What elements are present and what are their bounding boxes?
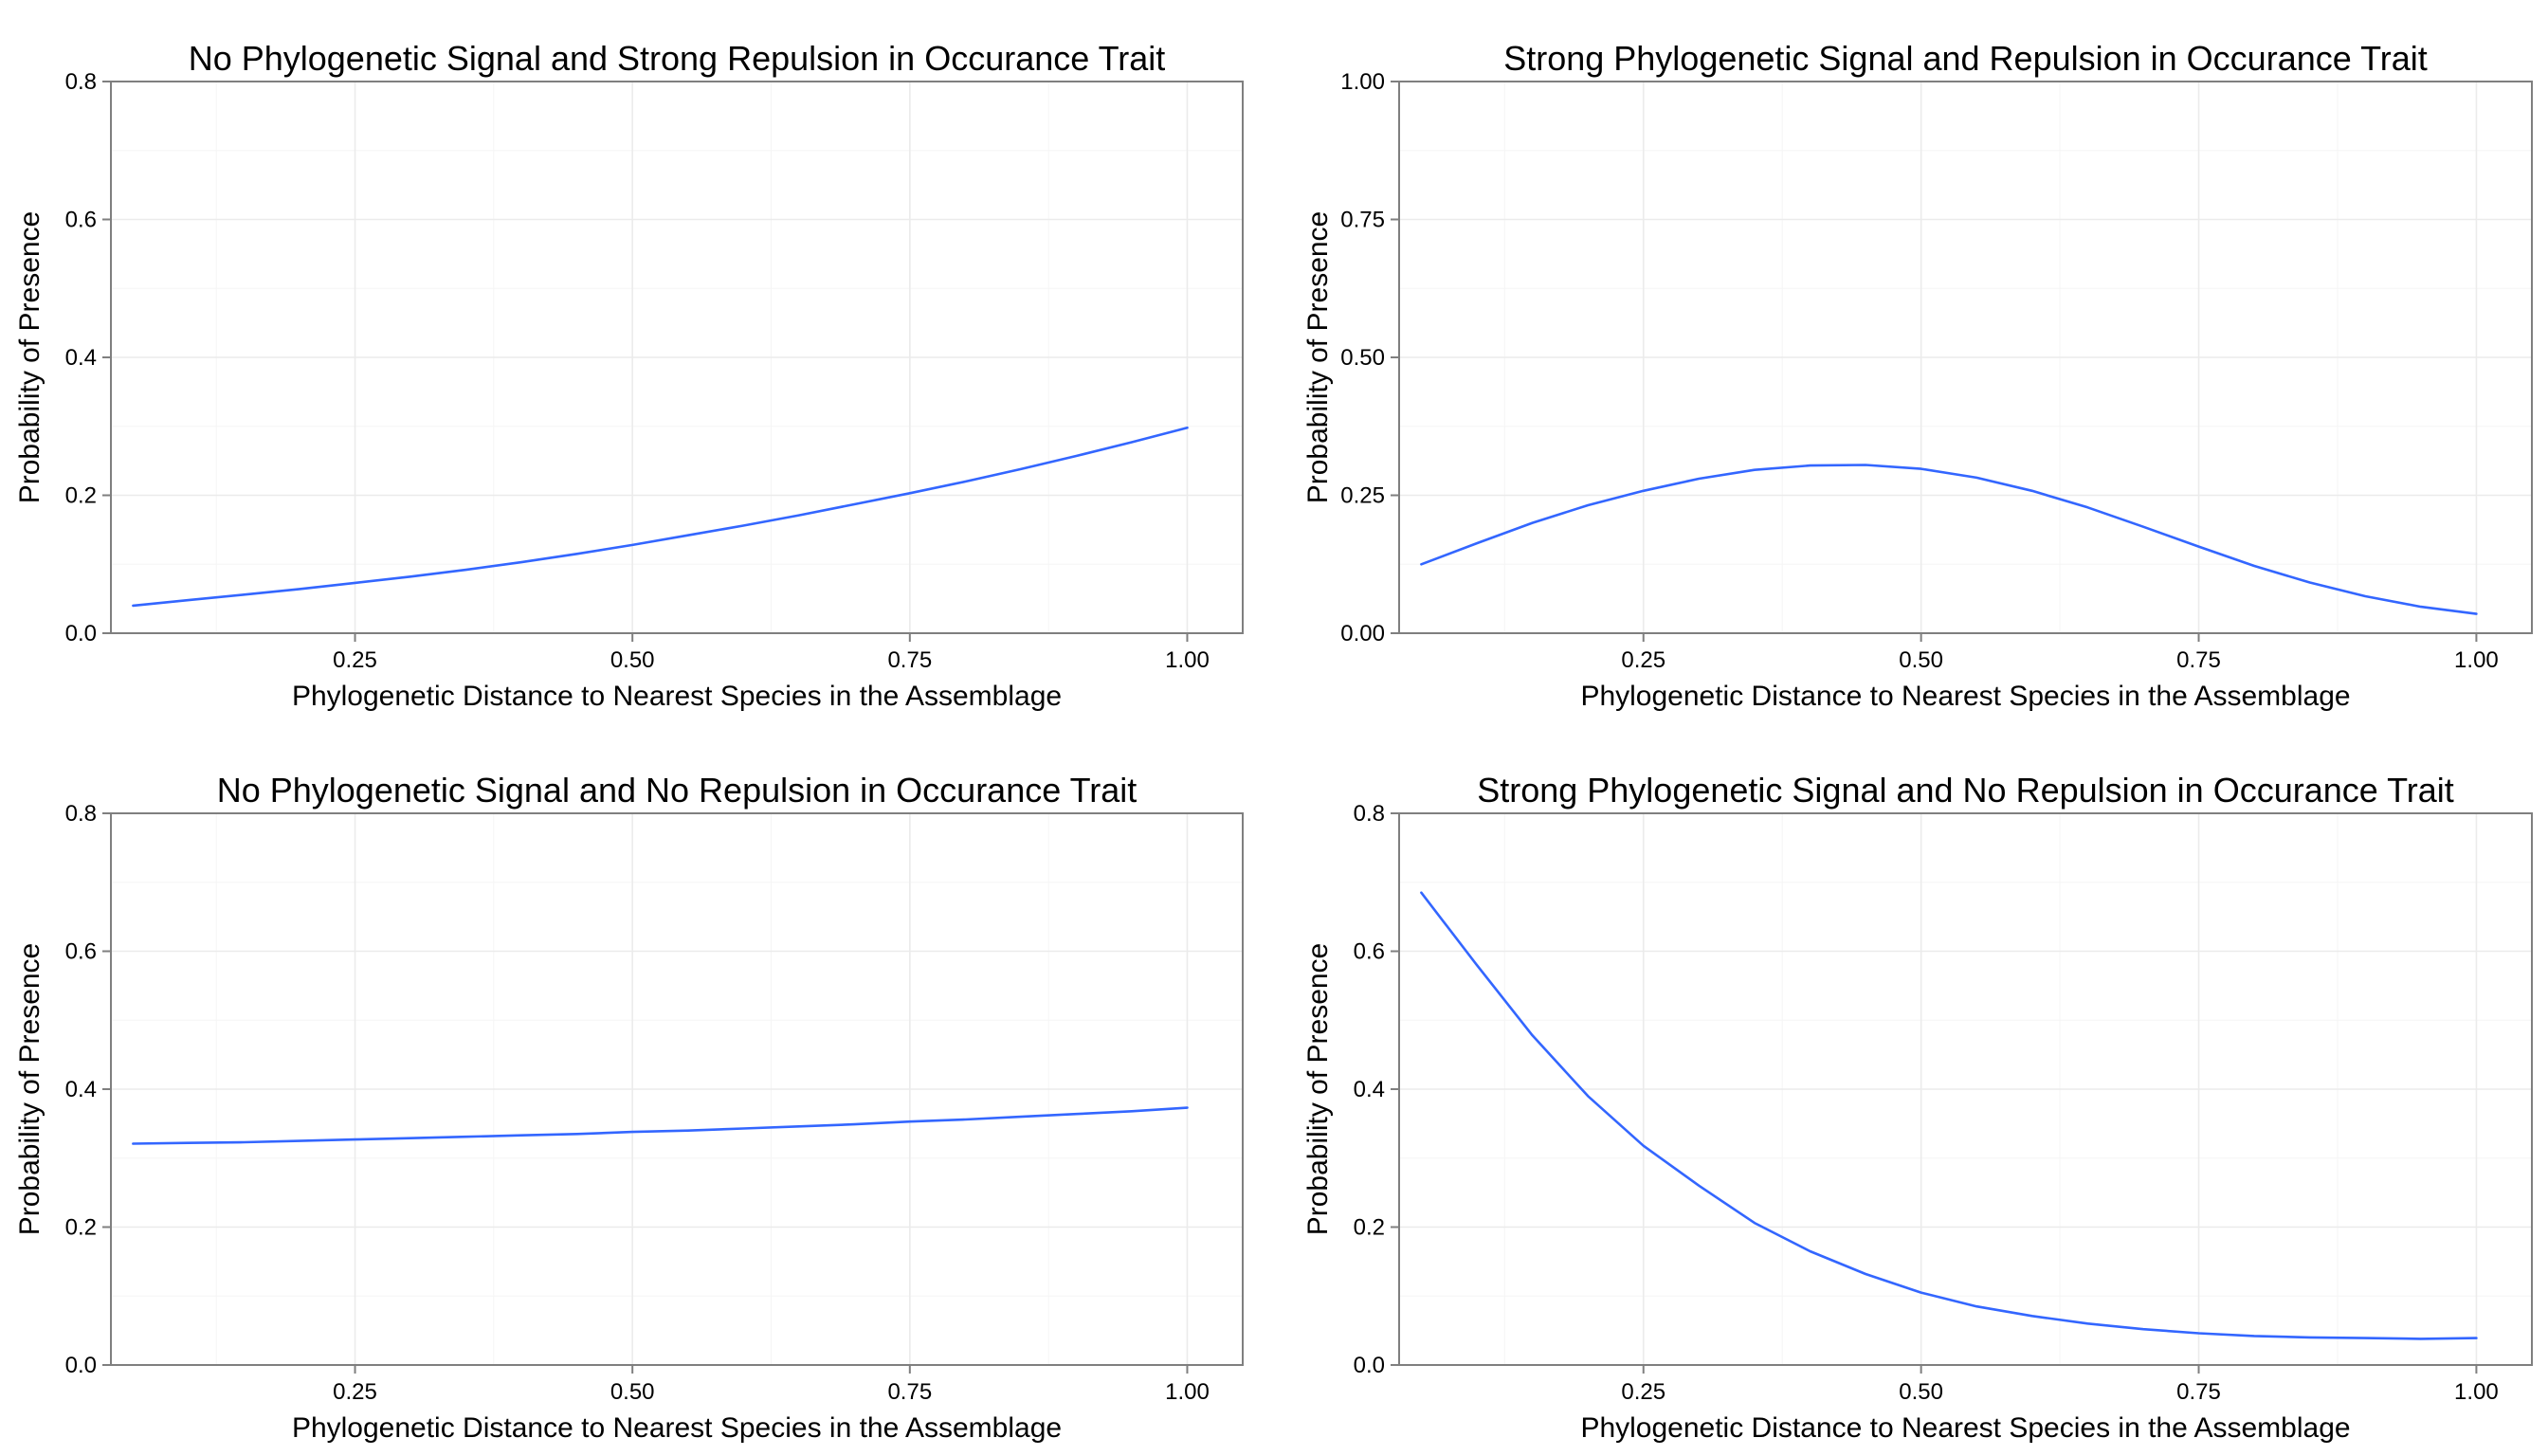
chart-title: Strong Phylogenetic Signal and Repulsion… [1503,39,2428,78]
x-tick-label: 0.75 [887,647,932,673]
y-tick-label: 0.0 [65,1353,97,1378]
x-tick-label: 1.00 [1165,1379,1210,1405]
x-tick-label: 0.50 [610,1379,655,1405]
chart-title: Strong Phylogenetic Signal and No Repuls… [1477,771,2454,810]
chart-title: No Phylogenetic Signal and Strong Repuls… [189,39,1166,78]
x-tick-label: 0.25 [1621,647,1665,673]
y-tick-label: 0.50 [1340,345,1385,371]
chart-panel: 0.25 0.50 0.75 1.00 0.0 0.2 0.4 0.6 0.8 No Phylog… [14,39,1244,712]
x-tick-label: 0.75 [887,1379,932,1405]
chart-title: No Phylogenetic Signal and No Repulsion … [217,771,1138,810]
y-tick-label: 0.0 [1354,1353,1385,1378]
y-tick-label: 0.25 [1340,483,1385,509]
x-axis-label: Phylogenetic Distance to Nearest Species… [292,1412,1062,1444]
x-tick-label: 0.50 [610,647,655,673]
chart-panel: 0.25 0.50 0.75 1.00 0.0 0.2 0.4 0.6 0.8 Strong Ph… [1302,771,2533,1444]
x-axis-label: Phylogenetic Distance to Nearest Species… [1580,1412,2350,1444]
y-axis-label: Probability of Presence [14,211,46,504]
y-tick-label: 1.00 [1340,69,1385,95]
x-tick-label: 0.25 [333,647,377,673]
y-tick-label: 0.6 [1354,939,1385,965]
y-tick-label: 0.6 [65,208,97,233]
series-line [1420,464,2478,615]
series-line [1420,891,2478,1340]
x-axis-label: Phylogenetic Distance to Nearest Species… [292,681,1062,712]
y-tick-label: 0.2 [1354,1215,1385,1241]
y-tick-label: 0.4 [65,345,97,371]
y-tick-label: 0.8 [65,69,97,95]
y-tick-label: 0.8 [1354,801,1385,827]
y-tick-label: 0.2 [65,1215,97,1241]
y-axis-label: Probability of Presence [14,943,46,1236]
y-tick-label: 0.2 [65,483,97,509]
series-line [132,1106,1189,1145]
chart-panel: 0.25 0.50 0.75 1.00 0.00 0.25 0.50 0.75 1.00 Stro… [1302,39,2533,712]
y-tick-label: 0.6 [65,939,97,965]
chart-panel: 0.25 0.50 0.75 1.00 0.0 0.2 0.4 0.6 0.8 No Phylog… [14,771,1244,1444]
x-tick-label: 1.00 [1165,647,1210,673]
x-tick-label: 0.25 [1621,1379,1665,1405]
x-tick-label: 0.50 [1899,1379,1943,1405]
y-tick-label: 0.0 [65,621,97,646]
y-tick-label: 0.00 [1340,621,1385,646]
y-axis-label: Probability of Presence [1302,943,1334,1236]
x-axis-label: Phylogenetic Distance to Nearest Species… [1580,681,2350,712]
x-tick-label: 0.25 [333,1379,377,1405]
x-tick-label: 1.00 [2454,647,2499,673]
y-tick-label: 0.8 [65,801,97,827]
y-axis-label: Probability of Presence [1302,211,1334,504]
y-tick-label: 0.75 [1340,208,1385,233]
series-line [132,426,1189,608]
x-tick-label: 0.75 [2176,647,2221,673]
y-tick-label: 0.4 [65,1077,97,1102]
x-tick-label: 1.00 [2454,1379,2499,1405]
x-tick-label: 0.50 [1899,647,1943,673]
x-tick-label: 0.75 [2176,1379,2221,1405]
y-tick-label: 0.4 [1354,1077,1385,1102]
